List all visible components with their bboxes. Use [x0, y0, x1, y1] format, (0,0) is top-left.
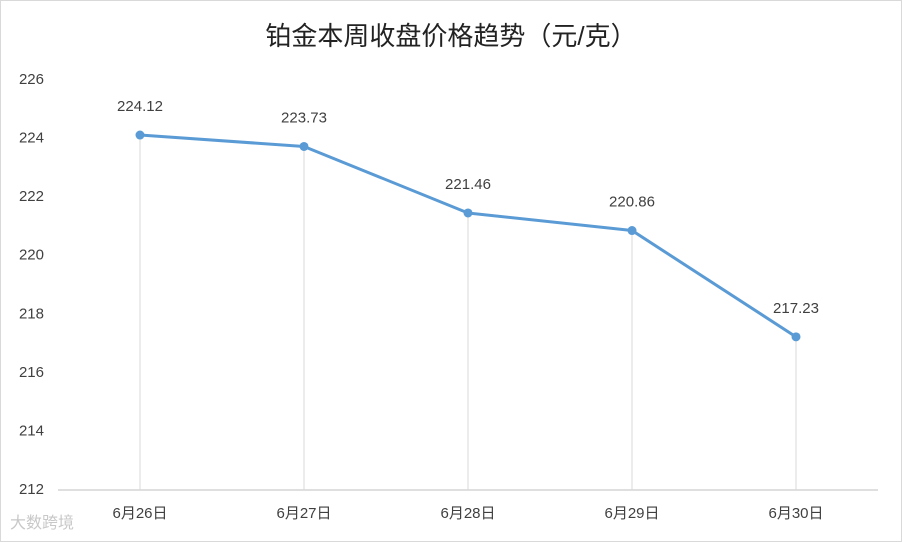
- data-label: 217.23: [773, 300, 819, 317]
- data-label: 220.86: [609, 193, 655, 210]
- data-point: [627, 226, 637, 236]
- data-point: [299, 141, 309, 151]
- x-tick-label: 6月28日: [440, 505, 495, 522]
- y-tick-label: 220: [19, 247, 44, 264]
- data-label: 223.73: [281, 109, 327, 126]
- y-tick-label: 216: [19, 364, 44, 381]
- y-tick-label: 212: [19, 481, 44, 498]
- x-tick-label: 6月30日: [768, 505, 823, 522]
- x-tick-label: 6月27日: [276, 505, 331, 522]
- x-tick-label: 6月29日: [604, 505, 659, 522]
- x-tick-label: 6月26日: [112, 505, 167, 522]
- data-label: 221.46: [445, 176, 491, 193]
- y-tick-label: 218: [19, 305, 44, 322]
- watermark: 大数跨境: [10, 513, 74, 532]
- y-tick-label: 214: [19, 422, 44, 439]
- chart-title: 铂金本周收盘价格趋势（元/克）: [265, 21, 636, 51]
- data-point: [135, 130, 145, 140]
- data-point: [463, 208, 473, 218]
- data-label: 224.12: [117, 98, 163, 115]
- y-tick-label: 224: [19, 130, 44, 147]
- data-point: [791, 332, 801, 342]
- y-tick-label: 226: [19, 71, 44, 88]
- y-tick-label: 222: [19, 188, 44, 205]
